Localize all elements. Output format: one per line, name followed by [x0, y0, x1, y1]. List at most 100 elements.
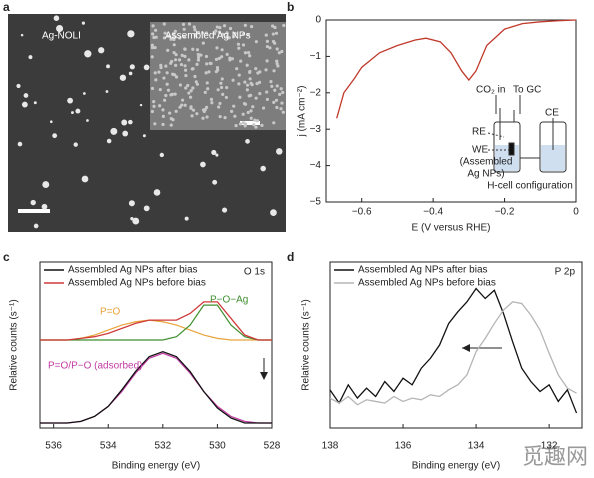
particle	[180, 53, 184, 57]
particle	[241, 32, 246, 36]
particle	[232, 104, 236, 108]
particle	[106, 138, 112, 144]
particle	[174, 75, 179, 79]
particle	[268, 46, 272, 50]
particle	[265, 59, 269, 63]
x-tick-label: −0.2	[495, 207, 515, 218]
particle	[205, 62, 209, 66]
particle	[174, 109, 178, 113]
particle	[208, 61, 212, 65]
y-tick-label: −1	[310, 51, 322, 62]
particle	[73, 142, 78, 147]
particle	[121, 119, 128, 126]
we	[508, 142, 515, 156]
particle	[246, 33, 250, 37]
particle	[227, 36, 231, 40]
panel-label: c	[3, 250, 10, 264]
particle	[189, 89, 193, 93]
particle	[241, 43, 246, 47]
particle	[274, 98, 279, 102]
particle	[243, 51, 248, 55]
x-axis-label: Binding energy (eV)	[112, 461, 200, 472]
particle	[181, 22, 186, 26]
particle	[157, 70, 161, 74]
particle	[237, 73, 241, 77]
particle	[169, 117, 173, 121]
particle	[225, 35, 229, 39]
particle	[243, 23, 247, 27]
particle	[275, 84, 279, 88]
y-tick-label: −4	[310, 160, 322, 171]
particle	[195, 48, 200, 52]
particle	[276, 64, 280, 68]
particle	[221, 92, 225, 96]
particle	[231, 78, 235, 82]
particle	[233, 114, 237, 118]
particle	[28, 55, 33, 60]
particle	[172, 43, 176, 47]
particle	[122, 130, 129, 137]
x-tick-label: −0.6	[352, 207, 372, 218]
particle	[254, 40, 258, 44]
legend-label: Assembled Ag NPs after bias	[358, 265, 488, 276]
x-tick-label: 532	[154, 441, 171, 452]
particle	[225, 31, 229, 35]
legend-label: Assembled Ag NPs before bias	[358, 278, 496, 289]
particle	[52, 133, 58, 139]
electrolyte	[495, 145, 519, 171]
particle	[264, 33, 268, 37]
particle	[192, 25, 196, 29]
particle	[271, 32, 275, 36]
particle	[154, 28, 158, 32]
particle	[193, 33, 197, 37]
particle	[265, 44, 269, 49]
particle	[247, 94, 251, 98]
annotation: O 1s	[244, 267, 265, 278]
particle	[132, 217, 140, 225]
particle	[173, 92, 177, 96]
watermark: 觅趣网	[522, 445, 588, 470]
x-axis-label: E (V versus RHE)	[412, 223, 491, 234]
particle	[280, 101, 284, 105]
particle	[217, 105, 221, 109]
particle	[166, 34, 170, 38]
data-line	[40, 350, 272, 424]
arrow-head	[462, 344, 470, 352]
particle	[159, 152, 165, 158]
particle	[172, 51, 176, 55]
particle	[204, 71, 208, 75]
panel-label: a	[3, 0, 10, 14]
particle	[209, 97, 214, 101]
particle	[280, 49, 284, 54]
x-tick-label: 136	[395, 441, 412, 452]
particle	[139, 103, 143, 107]
particle	[152, 35, 156, 40]
particle	[143, 64, 150, 71]
y-tick-label: −3	[310, 124, 322, 135]
particle	[174, 53, 178, 57]
particle	[168, 111, 172, 115]
particle	[245, 139, 250, 144]
particle	[184, 86, 188, 90]
particle	[217, 30, 221, 34]
particle	[162, 36, 167, 40]
particle	[150, 43, 154, 47]
particle	[191, 86, 195, 90]
particle	[232, 34, 236, 39]
particle	[153, 189, 161, 196]
sem-image	[8, 14, 286, 232]
annotation: RE	[472, 127, 486, 138]
annotation: To GC	[513, 85, 541, 96]
particle	[173, 73, 177, 77]
particle	[20, 33, 24, 37]
particle	[200, 161, 206, 168]
particle	[219, 81, 223, 85]
annotation: Assembled Ag NPs	[165, 31, 251, 42]
particle	[184, 74, 188, 78]
particle	[228, 56, 232, 60]
scale-bar	[240, 121, 260, 125]
x-tick-label: 132	[541, 441, 558, 452]
particle	[215, 46, 219, 50]
particle	[188, 95, 193, 99]
